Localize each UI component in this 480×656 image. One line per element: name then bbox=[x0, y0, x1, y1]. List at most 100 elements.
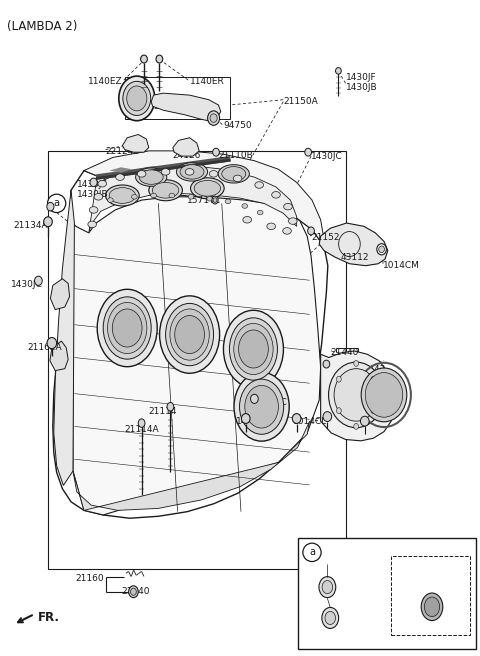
Ellipse shape bbox=[135, 168, 167, 186]
Ellipse shape bbox=[328, 362, 384, 428]
Ellipse shape bbox=[245, 385, 278, 428]
Ellipse shape bbox=[159, 296, 220, 373]
Ellipse shape bbox=[98, 180, 107, 187]
Ellipse shape bbox=[35, 276, 42, 285]
Text: 1751GI: 1751GI bbox=[318, 569, 350, 579]
Ellipse shape bbox=[108, 198, 113, 202]
Text: 21353R: 21353R bbox=[185, 106, 220, 115]
Ellipse shape bbox=[223, 310, 283, 388]
Ellipse shape bbox=[44, 216, 52, 226]
Text: 21443: 21443 bbox=[358, 365, 386, 374]
Ellipse shape bbox=[360, 417, 369, 426]
Text: 1140EZ: 1140EZ bbox=[88, 77, 122, 87]
Ellipse shape bbox=[284, 203, 292, 210]
Text: 1430JB: 1430JB bbox=[77, 190, 108, 199]
Ellipse shape bbox=[207, 197, 213, 201]
Text: 1430JC: 1430JC bbox=[11, 279, 42, 289]
Polygon shape bbox=[53, 171, 328, 518]
Polygon shape bbox=[50, 341, 68, 371]
Ellipse shape bbox=[322, 607, 338, 628]
Ellipse shape bbox=[119, 76, 155, 121]
Ellipse shape bbox=[170, 309, 209, 360]
Polygon shape bbox=[89, 165, 297, 233]
Text: 94750: 94750 bbox=[223, 121, 252, 131]
Ellipse shape bbox=[225, 199, 231, 204]
Ellipse shape bbox=[191, 178, 224, 199]
Ellipse shape bbox=[123, 81, 151, 115]
Ellipse shape bbox=[48, 194, 66, 213]
Ellipse shape bbox=[371, 407, 376, 414]
Ellipse shape bbox=[188, 194, 194, 199]
Ellipse shape bbox=[103, 297, 151, 359]
Text: (LAMBDA 2): (LAMBDA 2) bbox=[7, 20, 78, 33]
Text: 21114A: 21114A bbox=[125, 425, 159, 434]
Polygon shape bbox=[84, 151, 324, 246]
Ellipse shape bbox=[325, 611, 336, 625]
Ellipse shape bbox=[283, 228, 291, 234]
Text: a: a bbox=[309, 547, 315, 558]
Text: 21314A: 21314A bbox=[394, 563, 428, 572]
Ellipse shape bbox=[185, 169, 194, 175]
Text: 43112: 43112 bbox=[341, 253, 369, 262]
Ellipse shape bbox=[257, 210, 263, 215]
Ellipse shape bbox=[137, 171, 146, 177]
Ellipse shape bbox=[47, 202, 54, 211]
Ellipse shape bbox=[116, 174, 124, 180]
Ellipse shape bbox=[213, 198, 217, 202]
Ellipse shape bbox=[242, 203, 248, 208]
Text: 21150A: 21150A bbox=[283, 97, 318, 106]
Polygon shape bbox=[54, 190, 74, 485]
Ellipse shape bbox=[177, 163, 207, 181]
Ellipse shape bbox=[194, 180, 220, 196]
Text: 21133: 21133 bbox=[318, 552, 347, 561]
Ellipse shape bbox=[108, 302, 147, 354]
Ellipse shape bbox=[371, 376, 376, 382]
Text: 21134A: 21134A bbox=[13, 221, 48, 230]
Ellipse shape bbox=[127, 86, 147, 111]
Ellipse shape bbox=[424, 597, 440, 617]
Ellipse shape bbox=[322, 581, 333, 594]
Ellipse shape bbox=[267, 223, 276, 230]
Ellipse shape bbox=[334, 369, 378, 421]
Ellipse shape bbox=[141, 55, 147, 63]
Ellipse shape bbox=[212, 196, 218, 204]
Ellipse shape bbox=[210, 114, 217, 122]
Ellipse shape bbox=[234, 323, 273, 375]
Text: 1430JB: 1430JB bbox=[346, 83, 377, 92]
Text: (ALT.): (ALT.) bbox=[394, 552, 418, 561]
Polygon shape bbox=[151, 93, 221, 121]
Bar bbox=[125, 77, 230, 119]
Ellipse shape bbox=[166, 303, 214, 366]
Ellipse shape bbox=[421, 593, 443, 621]
Ellipse shape bbox=[153, 182, 179, 198]
Text: 21162A: 21162A bbox=[28, 343, 62, 352]
Ellipse shape bbox=[112, 309, 142, 347]
Polygon shape bbox=[73, 421, 310, 510]
Ellipse shape bbox=[139, 170, 163, 184]
Text: 24126: 24126 bbox=[173, 151, 201, 160]
Ellipse shape bbox=[319, 577, 336, 598]
Ellipse shape bbox=[234, 372, 289, 441]
Bar bbox=[298, 538, 476, 649]
Ellipse shape bbox=[323, 412, 332, 421]
Text: a: a bbox=[54, 198, 60, 209]
Ellipse shape bbox=[106, 185, 139, 206]
Ellipse shape bbox=[354, 424, 359, 429]
Ellipse shape bbox=[377, 243, 386, 255]
Text: 1430JC: 1430JC bbox=[256, 398, 288, 407]
Ellipse shape bbox=[156, 55, 163, 63]
Ellipse shape bbox=[138, 419, 145, 428]
Text: 22124B: 22124B bbox=[106, 147, 140, 156]
Text: 1430JF: 1430JF bbox=[77, 180, 108, 190]
Ellipse shape bbox=[132, 194, 137, 199]
Ellipse shape bbox=[361, 368, 407, 422]
Ellipse shape bbox=[255, 182, 264, 188]
Ellipse shape bbox=[272, 192, 280, 198]
Text: 21114: 21114 bbox=[149, 407, 177, 417]
Text: 21152: 21152 bbox=[311, 233, 339, 242]
Ellipse shape bbox=[292, 414, 301, 424]
Ellipse shape bbox=[151, 194, 156, 198]
Ellipse shape bbox=[308, 227, 314, 235]
Ellipse shape bbox=[354, 360, 359, 366]
Ellipse shape bbox=[209, 171, 218, 177]
